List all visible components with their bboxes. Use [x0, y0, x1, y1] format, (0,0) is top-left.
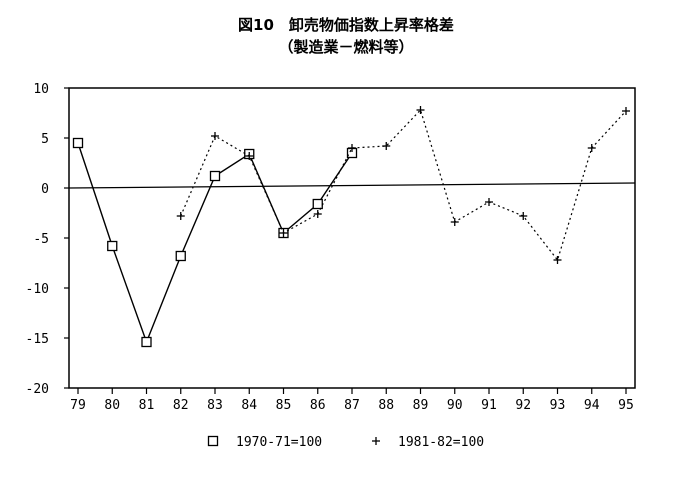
x-tick-label: 90 [447, 398, 463, 413]
x-tick-label: 83 [207, 398, 223, 413]
plus-marker [279, 229, 288, 237]
plus-marker [587, 144, 596, 152]
square-marker [209, 170, 221, 182]
y-tick-label: 5 [41, 132, 49, 147]
plus-marker [519, 212, 528, 220]
y-tick-label: -20 [26, 382, 49, 397]
x-tick-label: 95 [618, 398, 634, 413]
plus-marker [313, 210, 322, 218]
plot-frame [68, 87, 636, 389]
series-layer [72, 106, 630, 348]
plus-marker [245, 152, 254, 160]
legend: 1970-71=100 1981-82=100 [207, 435, 484, 450]
x-tick-label: 80 [104, 398, 120, 413]
legend-label: 1981-82=100 [398, 435, 484, 450]
y-tick-label: -10 [26, 282, 49, 297]
square-marker [72, 137, 84, 149]
x-tick-label: 85 [276, 398, 292, 413]
y-tick-label: -5 [33, 232, 49, 247]
plus-marker [348, 144, 356, 152]
x-tick-label: 94 [584, 398, 600, 413]
y-tick-label: 0 [41, 182, 49, 197]
plus-marker [416, 106, 425, 114]
chart-subtitle: （製造業－燃料等） [278, 38, 413, 56]
square-marker [107, 240, 118, 252]
plus-marker [372, 437, 380, 445]
x-tick-label: 92 [515, 398, 531, 413]
x-tick-label: 84 [241, 398, 257, 413]
square-marker [207, 435, 219, 447]
x-tick-label: 87 [344, 398, 360, 413]
x-tick-label: 81 [139, 398, 155, 413]
plus-marker [622, 107, 630, 115]
square-marker [175, 250, 186, 262]
series-square [72, 137, 358, 348]
zero-line-layer [68, 182, 636, 189]
y-tick-label: -15 [26, 332, 49, 347]
legend-label: 1970-71=100 [236, 435, 322, 450]
series-line [180, 108, 627, 262]
plus-marker [450, 218, 459, 226]
plus-marker [485, 198, 493, 206]
x-tick-label: 91 [481, 398, 497, 413]
x-tick-label: 79 [70, 398, 86, 413]
plus-marker [382, 142, 391, 150]
zero-line [68, 182, 636, 189]
x-tick-label: 88 [378, 398, 394, 413]
square-marker [141, 336, 152, 348]
y-axis: 10 5 0 -5 -10 -15 -20 [26, 82, 69, 397]
plus-marker [211, 132, 219, 140]
chart-title: 図10 卸売物価指数上昇率格差 [238, 16, 454, 34]
series-plus [176, 106, 630, 264]
x-tick-label: 93 [550, 398, 566, 413]
x-tick-label: 86 [310, 398, 326, 413]
square-marker [312, 198, 323, 210]
y-tick-label: 10 [33, 82, 49, 97]
x-axis: 79 80 81 82 83 84 85 86 87 88 89 90 91 92 93 94 95 [70, 388, 634, 413]
plus-marker [553, 256, 562, 264]
x-tick-label: 89 [413, 398, 429, 413]
plus-marker [176, 212, 185, 220]
x-tick-label: 82 [173, 398, 189, 413]
